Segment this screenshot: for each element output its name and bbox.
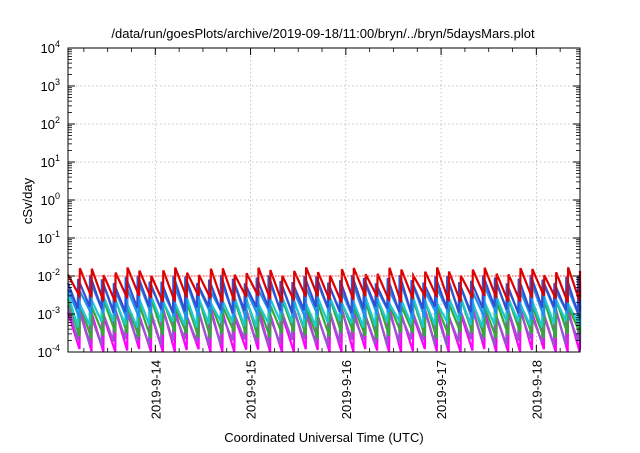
y-tick-label: 104 bbox=[41, 39, 60, 56]
x-tick-label: 2019-9-18 bbox=[529, 360, 544, 419]
x-tick-label: 2019-9-14 bbox=[148, 360, 163, 419]
series-line bbox=[67, 266, 582, 304]
chart-title: /data/run/goesPlots/archive/2019-09-18/1… bbox=[111, 26, 535, 41]
x-tick-label: 2019-9-15 bbox=[244, 360, 259, 419]
axis-ticks: 10-4 10-3 10-2 10-1 100 101 102 103 104 2019-9-14… bbox=[38, 39, 580, 419]
y-tick-label: 10-4 bbox=[38, 343, 60, 360]
y-axis-label: cSv/day bbox=[20, 177, 35, 224]
x-tick-label: 2019-9-17 bbox=[434, 360, 449, 419]
series-line bbox=[66, 298, 582, 340]
grid bbox=[68, 48, 580, 352]
y-tick-label: 10-1 bbox=[38, 229, 60, 246]
y-tick-label: 101 bbox=[41, 153, 60, 170]
x-tick-label: 2019-9-16 bbox=[339, 360, 354, 419]
x-axis-label: Coordinated Universal Time (UTC) bbox=[224, 430, 423, 445]
series-layer bbox=[66, 266, 582, 353]
y-tick-label: 10-2 bbox=[38, 267, 60, 284]
y-tick-label: 100 bbox=[41, 191, 60, 208]
y-tick-label: 10-3 bbox=[38, 305, 60, 322]
y-tick-label: 103 bbox=[41, 77, 60, 94]
y-tick-label: 102 bbox=[41, 115, 60, 132]
